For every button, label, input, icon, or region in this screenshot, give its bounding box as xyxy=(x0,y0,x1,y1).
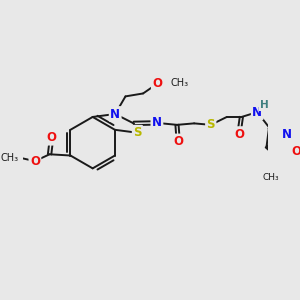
Text: O: O xyxy=(173,135,183,148)
Text: N: N xyxy=(152,116,162,129)
Text: CH₃: CH₃ xyxy=(262,173,279,182)
Text: H: H xyxy=(260,100,268,110)
Text: N: N xyxy=(110,107,120,121)
Text: O: O xyxy=(291,145,300,158)
Text: O: O xyxy=(46,131,57,144)
Text: O: O xyxy=(30,154,40,168)
Text: S: S xyxy=(133,126,142,139)
Text: O: O xyxy=(234,128,244,141)
Text: N: N xyxy=(282,128,292,141)
Text: S: S xyxy=(206,118,215,131)
Text: CH₃: CH₃ xyxy=(170,78,188,88)
Text: O: O xyxy=(152,77,162,90)
Text: N: N xyxy=(252,106,262,118)
Text: CH₃: CH₃ xyxy=(0,153,19,163)
